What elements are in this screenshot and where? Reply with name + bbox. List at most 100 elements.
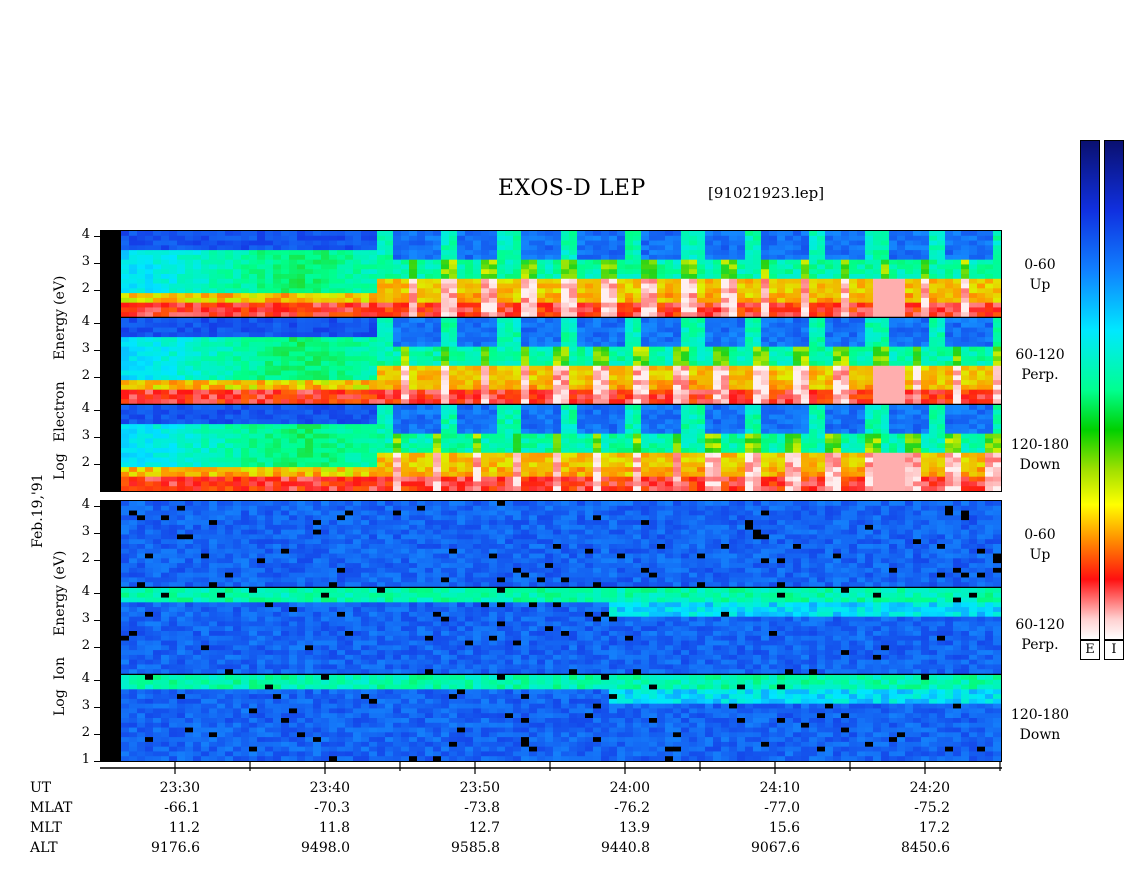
y-tick-mark [94,263,100,265]
spectrogram-panel [121,501,1001,588]
x-tick-label: 23:50 [459,780,500,796]
y-tick-mark [94,290,100,292]
y-tick-mark [94,377,100,379]
x-tick-label: 24:10 [759,780,800,796]
y-tick-label: 4 [81,401,90,417]
ephemeris-value: -66.1 [164,800,200,816]
panel-label-i-up: 0-60 Up [1024,527,1056,563]
electron-ylabel-log: Log [52,453,68,480]
y-tick-mark [94,350,100,352]
ephemeris-value: -70.3 [314,800,350,816]
ion-heatmap [101,501,1001,761]
y-tick-mark [94,593,100,595]
y-tick-mark [94,680,100,682]
ephemeris-value: 9440.8 [601,840,650,856]
panel-label-e-down: 120-180 Down [1010,437,1070,473]
ion-ylabel-unit: (eV) [52,550,68,580]
y-tick-label: 3 [81,524,90,540]
ephemeris-row-label: UT [30,780,52,796]
y-tick-label: 4 [81,584,90,600]
electron-colorbar-label: E [1080,640,1100,660]
ion-colorbar [1104,140,1124,640]
spectrogram-panel [121,405,1001,491]
y-tick-mark [94,620,100,622]
y-tick-label: 3 [81,428,90,444]
y-tick-mark [94,410,100,412]
x-tick-label: 24:20 [909,780,950,796]
ephemeris-value: 15.6 [768,820,800,836]
y-tick-mark [94,236,100,238]
ephemeris-value: -77.0 [764,800,800,816]
y-tick-label: 1 [81,752,90,767]
spectrogram-panel [121,588,1001,675]
file-name: [91021923.lep] [708,184,825,202]
ephemeris-value: 13.9 [618,820,650,836]
y-tick-mark [94,437,100,439]
y-tick-label: 3 [81,254,90,270]
x-axis [100,762,1002,774]
y-tick-label: 2 [81,638,90,654]
spin-gap-strip [101,501,121,761]
spectrogram-panel [121,675,1001,761]
ion-spectrogram [100,500,1002,762]
plot-title: EXOS-D LEP [498,176,646,201]
y-tick-mark [94,707,100,709]
y-tick-mark [94,464,100,466]
ephemeris-value: 9498.0 [301,840,350,856]
ephemeris-value: 9067.6 [751,840,800,856]
y-tick-mark [94,734,100,736]
ephemeris-value: 12.7 [468,820,500,836]
ion-ylabel-log: Log [52,689,68,716]
ephemeris-value: -76.2 [614,800,650,816]
ephemeris-value: 17.2 [918,820,950,836]
ephemeris-row-label: MLAT [30,800,73,816]
ion-colorbar-label: I [1104,640,1124,660]
ephemeris-value: -75.2 [914,800,950,816]
spin-gap-strip [101,231,121,491]
y-tick-mark [94,560,100,562]
electron-ylabel-unit: (eV) [52,275,68,305]
y-tick-label: 3 [81,698,90,714]
y-tick-label: 2 [81,281,90,297]
x-tick-label: 24:00 [609,780,650,796]
date-label: Feb.19,'91 [30,473,46,548]
electron-heatmap [101,231,1001,491]
y-tick-label: 4 [81,671,90,687]
electron-colorbar [1080,140,1100,640]
ephemeris-value: 11.2 [168,820,200,836]
ion-ylabel-species: Ion [52,657,68,680]
y-tick-label: 2 [81,455,90,471]
ephemeris-value: 9585.8 [451,840,500,856]
y-tick-mark [94,761,100,762]
panel-label-i-perp: 60-120 Perp. [1015,617,1065,653]
x-tick-label: 23:30 [159,780,200,796]
y-tick-mark [94,533,100,535]
ephemeris-value: 8450.6 [901,840,950,856]
spectrogram-panel [121,318,1001,405]
x-tick-label: 23:40 [309,780,350,796]
ephemeris-value: -73.8 [464,800,500,816]
ephemeris-row-label: MLT [30,820,62,836]
y-tick-label: 3 [81,341,90,357]
y-tick-label: 2 [81,725,90,741]
electron-ylabel-energy: Energy [52,308,68,360]
y-tick-mark [94,506,100,508]
ephemeris-value: 9176.6 [151,840,200,856]
y-tick-mark [94,647,100,649]
spectrogram-panel [121,231,1001,318]
y-tick-mark [94,323,100,325]
y-tick-label: 2 [81,551,90,567]
electron-ylabel-species: Electron [52,381,68,442]
y-tick-label: 3 [81,611,90,627]
panel-label-i-down: 120-180 Down [1010,707,1070,743]
ephemeris-value: 11.8 [318,820,350,836]
y-tick-label: 4 [81,227,90,243]
y-tick-label: 4 [81,314,90,330]
electron-spectrogram [100,230,1002,492]
panel-label-e-perp: 60-120 Perp. [1015,347,1065,383]
ion-ylabel-energy: Energy [52,584,68,636]
ephemeris-row-label: ALT [30,840,58,856]
y-tick-label: 2 [81,368,90,384]
y-tick-label: 4 [81,497,90,513]
panel-label-e-up: 0-60 Up [1024,257,1056,293]
